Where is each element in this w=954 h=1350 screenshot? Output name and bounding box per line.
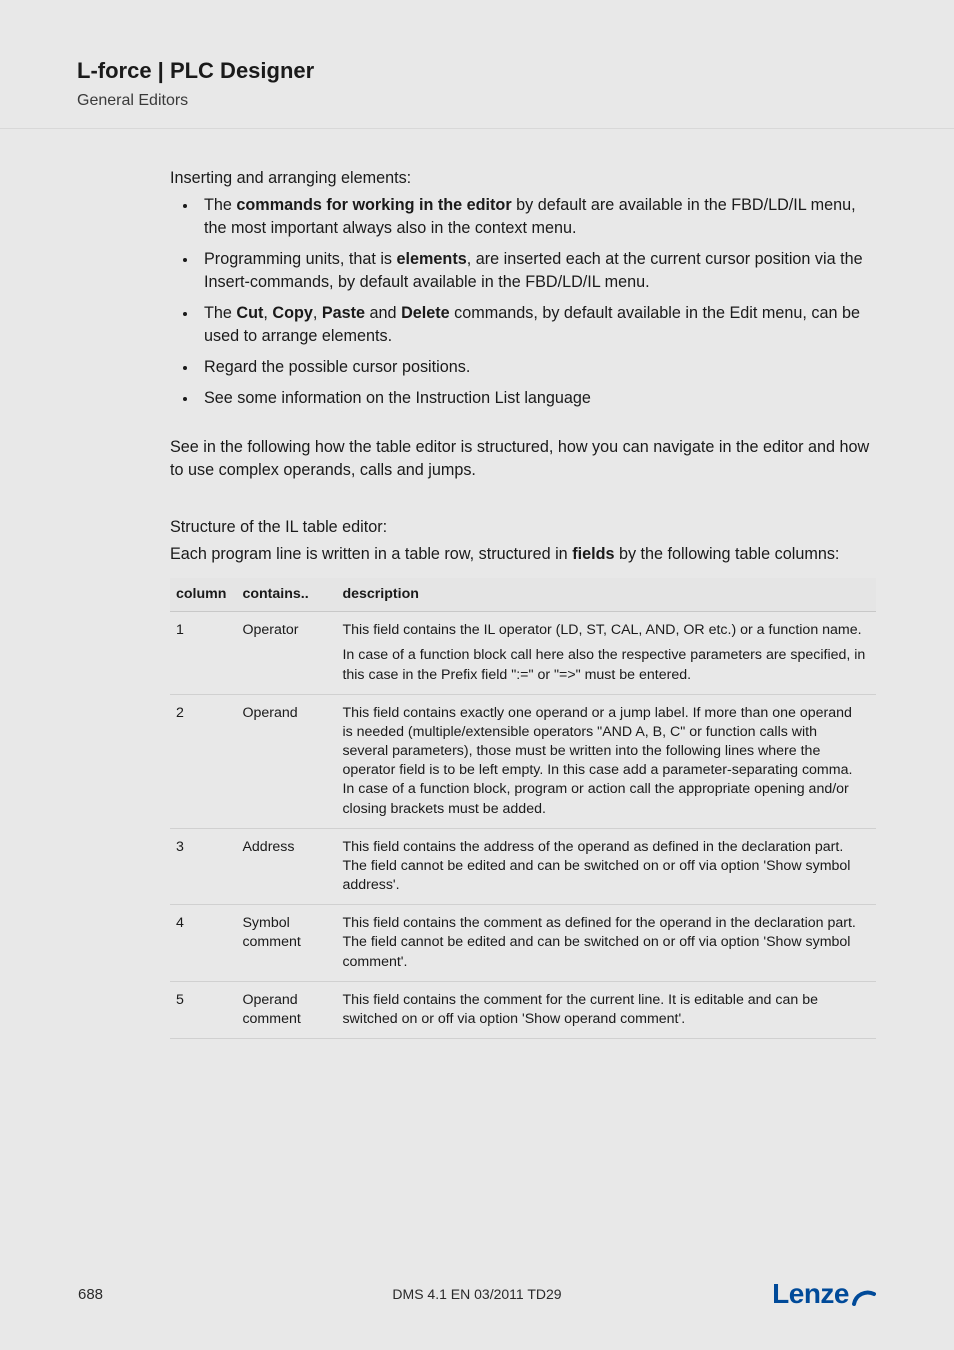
bullet-text-pre: Programming units, that is — [204, 250, 397, 268]
page-number: 688 — [78, 1286, 103, 1303]
table-body: 1Operator This field contains the IL oper… — [170, 612, 876, 1039]
cell-contains: Operand comment — [236, 981, 336, 1038]
th-contains: contains.. — [236, 578, 336, 612]
cell-description: This field contains the comment for the … — [336, 981, 876, 1038]
cell-description: This field contains the address of the o… — [336, 828, 876, 905]
page-header: L-force | PLC Designer General Editors — [0, 0, 954, 129]
cell-column-num: 5 — [170, 981, 236, 1038]
description-paragraph: This field contains the comment for the … — [342, 991, 866, 1029]
lenze-logo: Lenze — [772, 1278, 876, 1310]
bullet-text-mid: , — [313, 304, 322, 322]
structure-lead-post: by the following table columns: — [614, 545, 839, 563]
cell-column-num: 2 — [170, 694, 236, 828]
list-item: Programming units, that is elements, are… — [198, 248, 876, 294]
bullet-text-bold: Delete — [401, 304, 450, 322]
description-paragraph: This field contains the comment as defin… — [342, 914, 866, 972]
bullet-text-bold: Paste — [322, 304, 365, 322]
list-item: See some information on the Instruction … — [198, 387, 876, 410]
bullet-text-bold: commands for working in the editor — [236, 196, 511, 214]
table-row: 1Operator This field contains the IL oper… — [170, 612, 876, 695]
description-paragraph: This field contains exactly one operand … — [342, 704, 866, 819]
structure-lead-pre: Each program line is written in a table … — [170, 545, 572, 563]
doc-title: L-force | PLC Designer — [77, 58, 954, 84]
list-item: The commands for working in the editor b… — [198, 194, 876, 240]
cell-column-num: 1 — [170, 612, 236, 695]
intro-bullet-list: The commands for working in the editor b… — [170, 194, 876, 410]
bullet-text-bold: Cut — [236, 304, 263, 322]
description-paragraph: This field contains the IL operator (LD,… — [342, 621, 866, 640]
description-paragraph: In case of a function block call here al… — [342, 646, 866, 684]
th-column: column — [170, 578, 236, 612]
cell-column-num: 3 — [170, 828, 236, 905]
logo-arc-icon — [852, 1283, 876, 1307]
cell-description: This field contains exactly one operand … — [336, 694, 876, 828]
page-content: Inserting and arranging elements: The co… — [0, 129, 954, 1039]
cell-contains: Operand — [236, 694, 336, 828]
cell-contains: Symbol comment — [236, 905, 336, 982]
cell-contains: Address — [236, 828, 336, 905]
logo-text: Lenze — [772, 1278, 849, 1310]
page-footer: 688 DMS 4.1 EN 03/2011 TD29 Lenze — [0, 1278, 954, 1310]
description-paragraph: This field contains the address of the o… — [342, 838, 866, 896]
intro-follow: See in the following how the table edito… — [170, 436, 876, 482]
table-row: 3AddressThis field contains the address … — [170, 828, 876, 905]
intro-heading: Inserting and arranging elements: — [170, 167, 876, 190]
doc-subtitle: General Editors — [77, 92, 954, 110]
doc-id: DMS 4.1 EN 03/2011 TD29 — [392, 1286, 561, 1302]
structure-heading: Structure of the IL table editor: — [170, 516, 876, 539]
table-row: 5Operand commentThis field contains the … — [170, 981, 876, 1038]
bullet-text-pre: The — [204, 196, 236, 214]
list-item: The Cut, Copy, Paste and Delete commands… — [198, 302, 876, 348]
il-columns-table: column contains.. description 1OperatorT… — [170, 578, 876, 1039]
structure-lead-bold: fields — [572, 545, 614, 563]
table-row: 4Symbol commentThis field contains the c… — [170, 905, 876, 982]
cell-description: This field contains the IL operator (LD,… — [336, 612, 876, 695]
bullet-text-bold: Copy — [272, 304, 312, 322]
bullet-text-mid: and — [365, 304, 401, 322]
bullet-text: See some information on the Instruction … — [204, 389, 591, 407]
cell-description: This field contains the comment as defin… — [336, 905, 876, 982]
th-description: description — [336, 578, 876, 612]
structure-lead: Each program line is written in a table … — [170, 543, 876, 566]
list-item: Regard the possible cursor positions. — [198, 356, 876, 379]
bullet-text-pre: The — [204, 304, 236, 322]
table-header-row: column contains.. description — [170, 578, 876, 612]
bullet-text-bold: elements — [397, 250, 467, 268]
cell-contains: Operator — [236, 612, 336, 695]
table-row: 2OperandThis field contains exactly one … — [170, 694, 876, 828]
cell-column-num: 4 — [170, 905, 236, 982]
bullet-text: Regard the possible cursor positions. — [204, 358, 470, 376]
